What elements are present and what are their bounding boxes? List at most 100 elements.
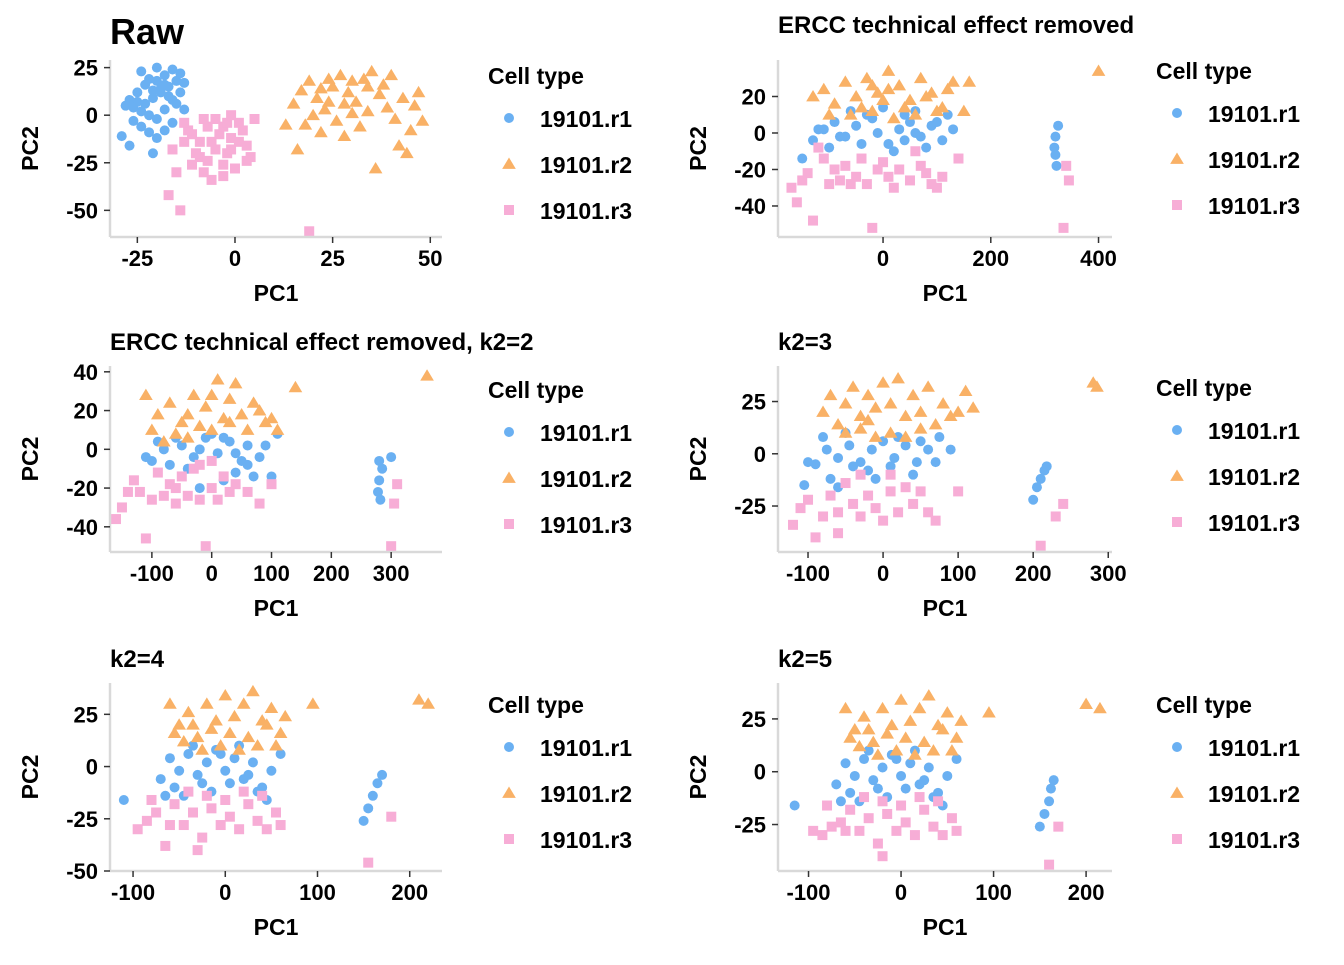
data-point: [243, 799, 254, 810]
data-point: [254, 498, 265, 509]
data-point: [176, 471, 187, 482]
legend-key-19101.r1: [1172, 425, 1182, 435]
legend-key-19101.r3: [504, 519, 514, 529]
data-point: [844, 440, 855, 451]
legend-label: 19101.r3: [540, 512, 632, 538]
y-tick-label: 25: [742, 707, 766, 732]
data-point: [937, 171, 948, 182]
data-point: [826, 821, 837, 832]
data-point: [813, 124, 824, 135]
data-point: [863, 465, 874, 476]
data-point: [136, 106, 147, 117]
data-point: [911, 457, 922, 468]
data-point: [223, 726, 237, 739]
data-point: [843, 108, 858, 120]
data-point: [876, 93, 890, 106]
data-point: [206, 136, 217, 147]
data-point: [183, 786, 194, 797]
data-point: [215, 749, 226, 760]
data-point: [1034, 821, 1045, 832]
data-point: [396, 91, 410, 103]
data-point: [827, 97, 842, 109]
x-tick-label: 200: [391, 880, 428, 905]
data-point: [872, 127, 883, 138]
data-point: [234, 407, 249, 420]
data-point: [883, 397, 898, 409]
data-point: [822, 108, 837, 120]
data-point: [167, 117, 178, 128]
x-tick-label: 300: [1090, 561, 1127, 586]
legend-key-19101.r2: [1170, 469, 1184, 481]
data-point: [306, 108, 320, 121]
data-point: [923, 444, 934, 455]
data-point: [176, 440, 187, 451]
data-point: [116, 502, 127, 513]
chart-title: k2=3: [778, 329, 832, 356]
data-point: [151, 62, 162, 73]
data-point: [147, 93, 158, 104]
data-point: [831, 418, 845, 430]
data-point: [840, 160, 851, 171]
legend-key-19101.r2: [1170, 152, 1184, 164]
data-point: [209, 714, 223, 726]
data-point: [919, 89, 933, 102]
legend-label: 19101.r1: [540, 106, 632, 132]
data-point: [136, 121, 147, 132]
data-point: [222, 117, 233, 128]
data-point: [218, 432, 229, 443]
legend-label: 19101.r2: [540, 781, 632, 807]
y-tick-label: 0: [86, 755, 98, 780]
data-point: [945, 444, 956, 455]
data-point: [1061, 160, 1072, 171]
data-point: [234, 824, 245, 835]
data-point: [840, 758, 851, 769]
data-point: [799, 480, 810, 491]
data-point: [241, 730, 256, 743]
data-point: [204, 722, 219, 734]
data-point: [163, 697, 177, 709]
y-tick-label: -25: [734, 813, 766, 838]
data-point: [151, 114, 162, 124]
chart-panel-1: Raw -25 0 25 50 -50 -25 0 25 PC1 PC2 Cell type 19101…: [17, 11, 632, 306]
data-point: [386, 541, 397, 552]
data-point: [816, 82, 831, 95]
data-point: [236, 697, 251, 709]
data-point: [250, 739, 265, 751]
data-point: [872, 164, 883, 175]
data-point: [181, 705, 196, 718]
x-tick-label: 0: [229, 246, 241, 271]
data-point: [868, 430, 883, 442]
legend-label: 19101.r1: [540, 735, 632, 761]
data-point: [403, 123, 418, 136]
data-point: [214, 129, 225, 140]
data-point: [891, 754, 902, 765]
data-point: [171, 98, 182, 109]
data-point: [110, 514, 121, 525]
data-point: [233, 136, 244, 147]
data-point: [220, 765, 231, 776]
data-point: [411, 85, 426, 98]
series-19101.r2: [838, 689, 1107, 760]
data-point: [859, 754, 870, 765]
series-19101.r1: [799, 427, 1052, 505]
data-point: [875, 701, 890, 714]
data-point: [164, 479, 175, 490]
data-point: [222, 415, 237, 428]
y-tick-label: -25: [66, 151, 98, 176]
data-point: [128, 115, 139, 126]
data-point: [374, 455, 385, 466]
data-point: [1028, 494, 1039, 505]
series-19101.r1: [140, 428, 397, 505]
data-point: [174, 415, 189, 428]
x-tick-label: 50: [418, 246, 442, 271]
data-point: [861, 413, 875, 426]
data-point: [266, 479, 277, 490]
data-point: [919, 804, 930, 815]
data-point: [270, 423, 285, 435]
data-point: [252, 404, 267, 416]
data-point: [838, 426, 853, 438]
data-point: [298, 118, 313, 130]
data-point: [1044, 796, 1055, 807]
